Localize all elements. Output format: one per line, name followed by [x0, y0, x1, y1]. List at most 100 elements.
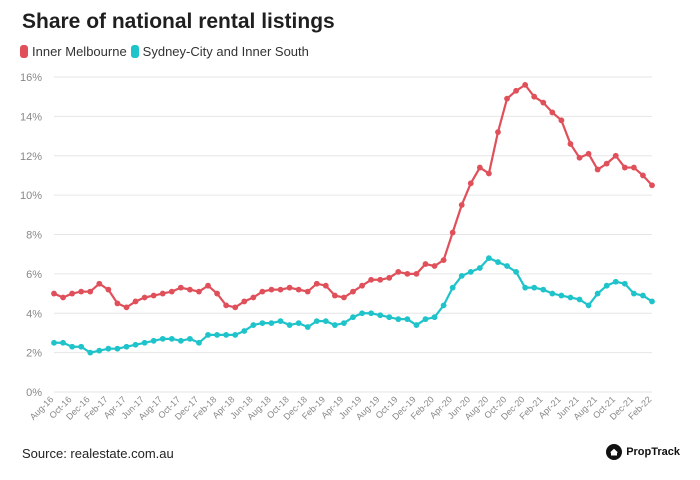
y-tick-label: 8%: [26, 230, 42, 242]
legend-item-sydney: Sydney-City and Inner South: [130, 44, 309, 59]
data-point-sydney: [486, 255, 492, 262]
source-note: Source: realestate.com.au: [22, 446, 174, 461]
data-point-inner-melbourne: [522, 81, 529, 88]
data-point-inner-melbourne: [250, 294, 257, 301]
data-point-sydney: [150, 337, 157, 344]
data-point-inner-melbourne: [277, 286, 284, 293]
data-point-inner-melbourne: [60, 294, 66, 301]
data-point-inner-melbourne: [205, 282, 211, 289]
legend-label-inner-melbourne: Inner Melbourne: [32, 44, 127, 59]
data-point-sydney: [223, 332, 230, 338]
data-point-inner-melbourne: [486, 170, 492, 177]
data-point-sydney: [87, 349, 94, 356]
data-point-sydney: [78, 343, 85, 350]
data-point-sydney: [232, 332, 239, 338]
data-point-inner-melbourne: [449, 229, 456, 236]
brand-name: PropTrack: [626, 446, 680, 458]
data-point-sydney: [467, 269, 474, 275]
data-point-inner-melbourne: [368, 276, 375, 283]
data-point-inner-melbourne: [313, 280, 320, 287]
data-point-sydney: [114, 345, 121, 352]
data-point-sydney: [241, 328, 248, 334]
y-tick-label: 0%: [26, 387, 42, 399]
data-point-sydney: [304, 324, 311, 330]
data-point-inner-melbourne: [214, 290, 220, 297]
data-point-sydney: [313, 318, 320, 325]
data-point-sydney: [268, 320, 275, 326]
legend-swatch-inner-melbourne: [20, 45, 28, 58]
data-point-inner-melbourne: [431, 263, 438, 269]
data-point-inner-melbourne: [268, 286, 275, 293]
data-point-sydney: [531, 284, 538, 291]
data-point-sydney: [404, 316, 411, 323]
data-point-sydney: [123, 343, 130, 350]
y-tick-label: 12%: [20, 151, 42, 163]
legend-label-sydney: Sydney-City and Inner South: [142, 44, 309, 59]
data-point-sydney: [96, 347, 103, 354]
data-point-sydney: [522, 284, 529, 291]
data-point-sydney: [558, 292, 565, 299]
data-point-sydney: [377, 312, 384, 319]
data-point-sydney: [431, 314, 438, 321]
data-point-inner-melbourne: [630, 164, 637, 171]
data-point-sydney: [368, 310, 375, 317]
data-point-sydney: [540, 286, 547, 293]
data-point-inner-melbourne: [612, 152, 619, 159]
data-point-sydney: [322, 318, 329, 325]
data-point-inner-melbourne: [286, 284, 293, 291]
y-tick-label: 10%: [20, 190, 42, 202]
data-point-inner-melbourne: [150, 292, 157, 299]
data-point-inner-melbourne: [341, 294, 347, 301]
data-point-inner-melbourne: [123, 304, 130, 311]
data-point-sydney: [621, 280, 628, 287]
data-point-inner-melbourne: [159, 290, 166, 297]
data-point-sydney: [60, 339, 66, 346]
data-point-sydney: [205, 332, 211, 338]
data-point-inner-melbourne: [504, 95, 510, 102]
data-point-inner-melbourne: [458, 202, 465, 208]
brand-logo: PropTrack: [606, 444, 680, 460]
data-point-sydney: [214, 332, 220, 338]
data-point-inner-melbourne: [621, 164, 628, 171]
data-point-sydney: [395, 316, 402, 323]
data-point-sydney: [350, 314, 356, 321]
data-point-sydney: [476, 265, 483, 271]
data-point-inner-melbourne: [241, 298, 248, 305]
data-point-inner-melbourne: [132, 298, 139, 305]
data-point-inner-melbourne: [96, 280, 103, 287]
data-point-inner-melbourne: [304, 288, 311, 295]
data-point-sydney: [295, 320, 302, 326]
data-point-sydney: [132, 341, 139, 348]
data-point-inner-melbourne: [513, 87, 519, 94]
data-point-inner-melbourne: [51, 290, 57, 297]
data-point-sydney: [187, 335, 193, 342]
data-point-sydney: [504, 263, 510, 269]
data-point-inner-melbourne: [331, 292, 338, 299]
y-tick-label: 2%: [26, 348, 42, 360]
data-point-inner-melbourne: [558, 117, 565, 124]
data-point-inner-melbourne: [440, 257, 447, 263]
data-point-sydney: [576, 296, 583, 303]
data-point-sydney: [549, 290, 556, 297]
data-point-inner-melbourne: [585, 150, 592, 157]
data-point-inner-melbourne: [549, 109, 556, 116]
data-point-sydney: [341, 320, 347, 326]
data-point-inner-melbourne: [576, 154, 583, 161]
data-point-sydney: [612, 278, 619, 285]
data-point-sydney: [286, 322, 293, 328]
data-point-inner-melbourne: [350, 288, 356, 295]
y-tick-label: 6%: [26, 269, 42, 281]
data-point-sydney: [359, 310, 365, 317]
data-point-inner-melbourne: [114, 300, 121, 307]
data-point-inner-melbourne: [467, 180, 474, 187]
data-point-sydney: [513, 269, 519, 275]
data-point-sydney: [51, 339, 57, 346]
y-tick-label: 16%: [20, 72, 42, 84]
data-point-sydney: [69, 343, 76, 350]
data-point-sydney: [331, 322, 338, 328]
proptrack-house-icon: [606, 444, 623, 460]
data-point-inner-melbourne: [495, 129, 501, 136]
data-point-inner-melbourne: [567, 141, 574, 147]
data-point-sydney: [567, 294, 574, 301]
data-point-inner-melbourne: [395, 269, 402, 275]
